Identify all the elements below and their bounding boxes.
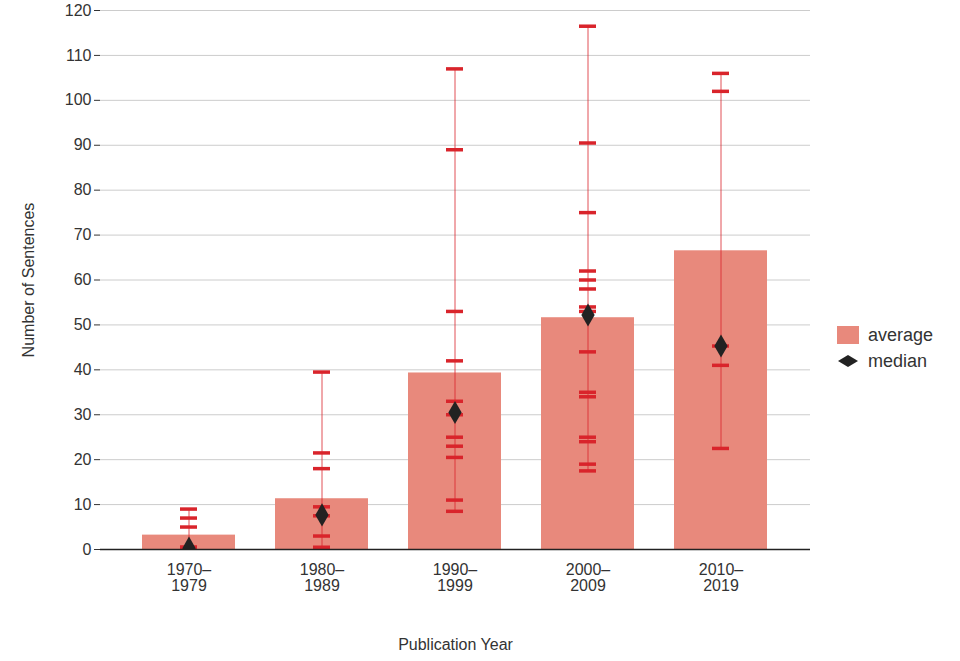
svg-text:110: 110 [66,47,92,64]
html-text:median: median [868,350,927,371]
svg-text:10: 10 [74,496,92,513]
svg-text:1980–1989: 1980–1989 [300,561,345,594]
svg-text:2000–2009: 2000–2009 [566,561,611,594]
svg-text:1970–1979: 1970–1979 [167,561,212,594]
svg-text:Publication Year: Publication Year [398,636,513,653]
svg-text:Number of Sentences: Number of Sentences [20,203,37,358]
svg-text:100: 100 [65,91,92,108]
svg-text:50: 50 [74,316,92,333]
svg-text:90: 90 [74,136,92,153]
svg-text:40: 40 [74,361,92,378]
svg-text:30: 30 [74,406,92,423]
svg-text:80: 80 [74,181,92,198]
svg-text:2010–2019: 2010–2019 [699,561,744,594]
svg-text:60: 60 [74,271,92,288]
svg-text:1990–1999: 1990–1999 [433,561,478,594]
svg-text:120: 120 [65,2,92,19]
svg-text:20: 20 [74,451,92,468]
html-text:average: average [868,324,934,345]
svg-text:0: 0 [83,541,92,558]
svg-text:70: 70 [74,226,92,243]
